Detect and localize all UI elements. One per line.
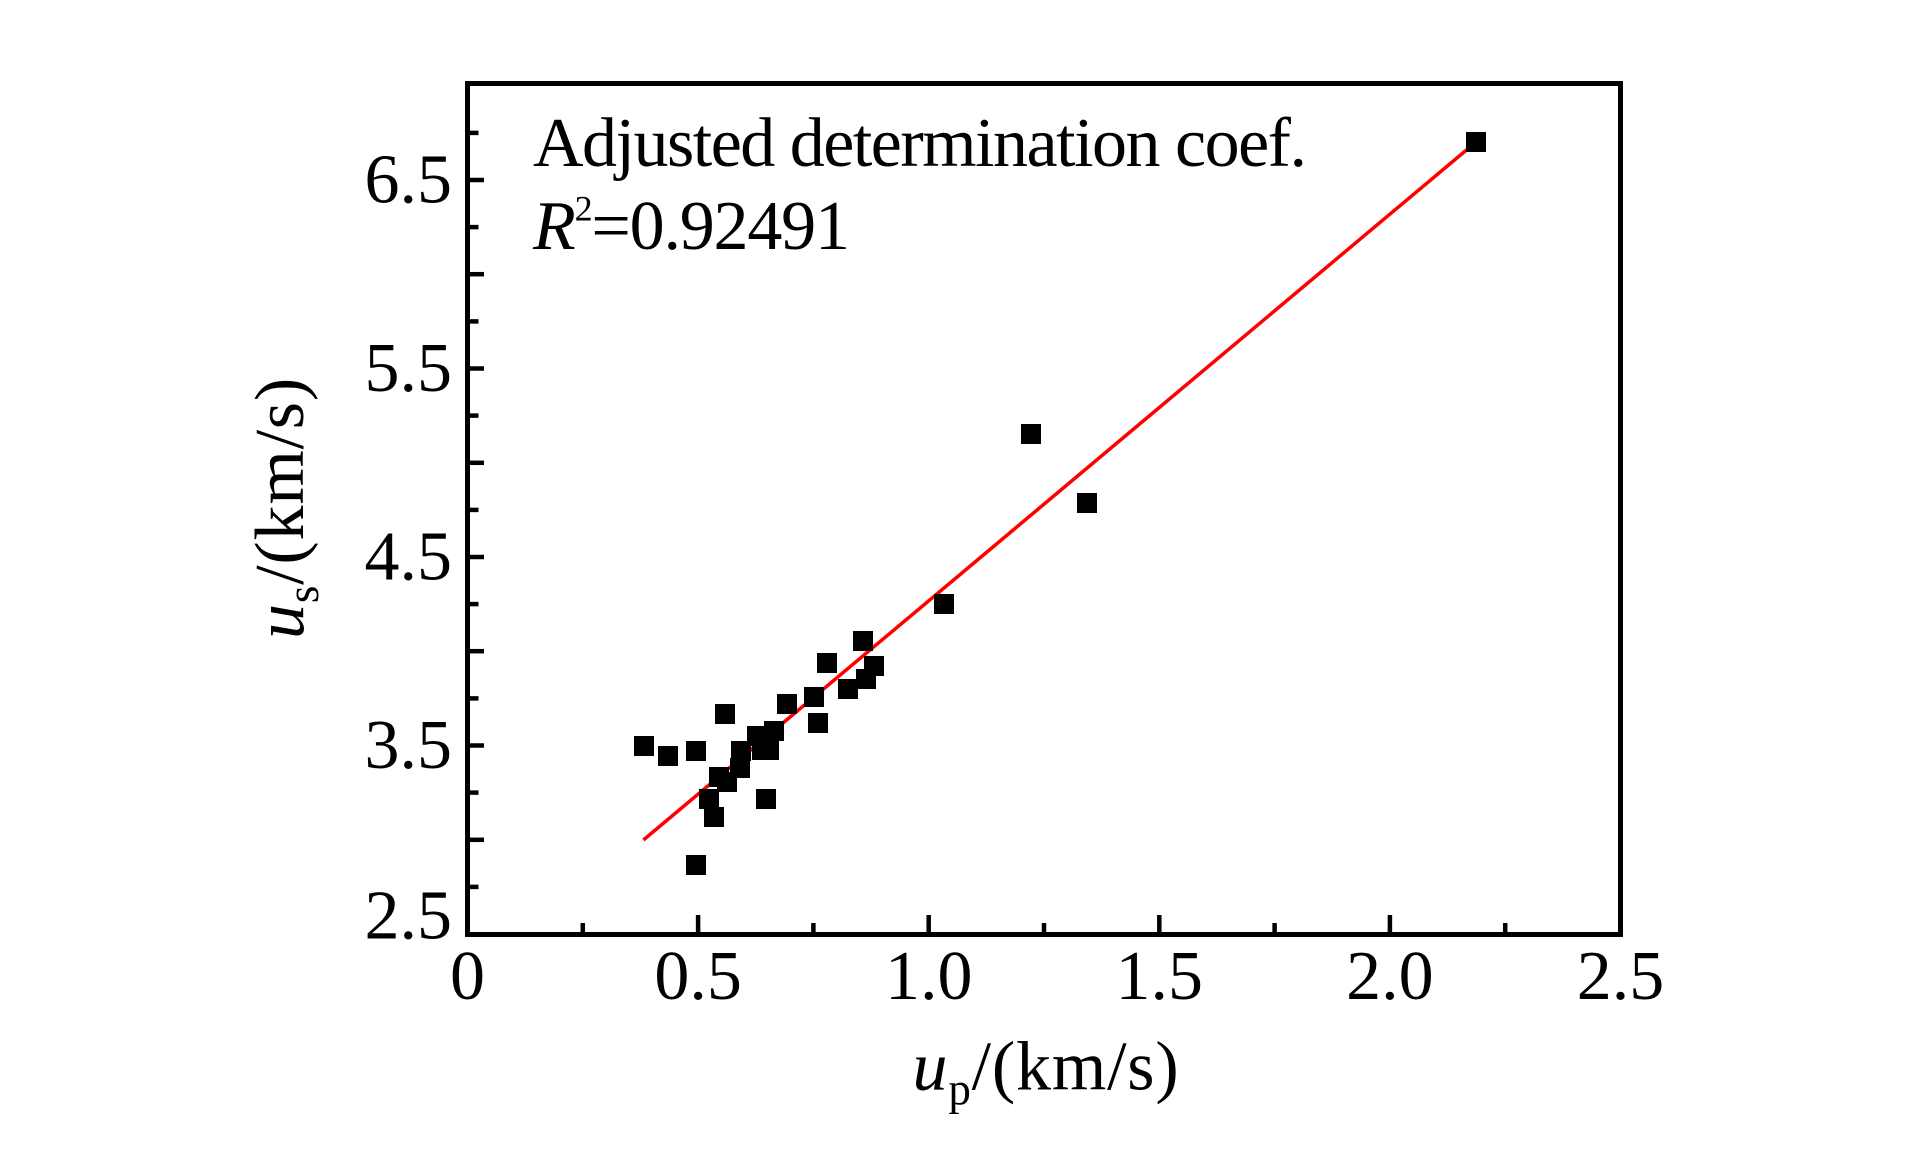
svg-text:2.5: 2.5 — [1577, 938, 1665, 1015]
svg-text:1.5: 1.5 — [1116, 938, 1204, 1015]
svg-text:3.5: 3.5 — [365, 707, 453, 784]
svg-text:6.5: 6.5 — [365, 142, 453, 219]
svg-text:0.5: 0.5 — [654, 938, 742, 1015]
svg-text:us/(km/s): us/(km/s) — [242, 377, 328, 639]
svg-text:2.5: 2.5 — [365, 878, 453, 955]
svg-text:up/(km/s): up/(km/s) — [913, 1029, 1180, 1115]
svg-text:R2=0.92491: R2=0.92491 — [532, 188, 849, 265]
svg-text:4.5: 4.5 — [365, 519, 453, 596]
svg-text:5.5: 5.5 — [365, 330, 453, 407]
svg-text:1.0: 1.0 — [885, 938, 973, 1015]
svg-text:Adjusted determination coef.: Adjusted determination coef. — [533, 105, 1305, 182]
svg-text:0: 0 — [450, 938, 485, 1015]
svg-text:2.0: 2.0 — [1346, 938, 1434, 1015]
